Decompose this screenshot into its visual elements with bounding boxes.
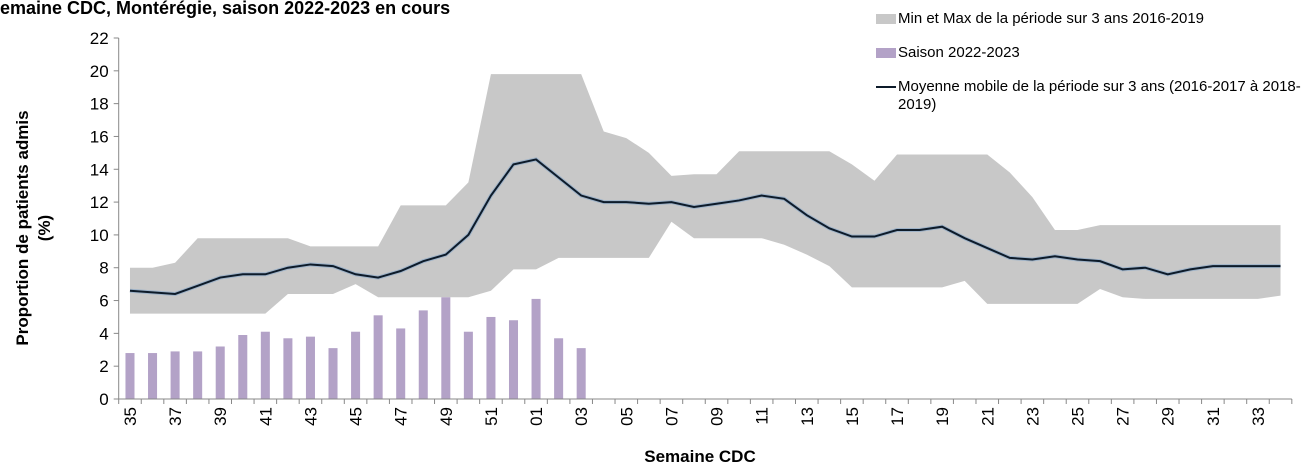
x-tick-label: 09: [708, 407, 727, 426]
x-tick-label: 13: [798, 407, 817, 426]
y-tick-label: 12: [90, 193, 109, 212]
bar: [260, 331, 270, 399]
bar: [328, 348, 338, 399]
y-tick-label: 4: [99, 324, 108, 343]
legend-entry: Moyenne mobile de la période sur 3 ans (…: [876, 78, 1308, 114]
x-tick-label: 51: [482, 407, 501, 426]
bar: [396, 328, 406, 399]
y-tick-label: 2: [99, 357, 108, 376]
x-tick-label: 01: [527, 407, 546, 426]
chart-title: emaine CDC, Montérégie, saison 2022-2023…: [0, 0, 450, 18]
legend-label: Saison 2022-2023: [898, 44, 1020, 61]
x-tick-label: 43: [301, 407, 320, 426]
legend: Min et Max de la période sur 3 ans 2016-…: [876, 10, 1308, 130]
bar: [486, 316, 496, 399]
x-tick-label: 11: [753, 407, 772, 425]
y-tick-label: 8: [99, 259, 108, 278]
x-tick-label: 19: [933, 407, 952, 426]
bar: [170, 351, 180, 399]
bar: [148, 353, 158, 399]
bar: [441, 297, 451, 399]
y-tick-label: 20: [90, 62, 109, 81]
bar: [215, 346, 225, 399]
bar: [508, 320, 519, 399]
y-axis-title: Proportion de patients admis: [13, 110, 32, 345]
y-tick-label: 10: [90, 226, 109, 245]
x-tick-label: 05: [617, 407, 636, 426]
bar: [418, 310, 428, 399]
x-tick-label: 29: [1159, 407, 1178, 426]
x-tick-label: 03: [572, 407, 591, 426]
range-area: [129, 74, 1281, 314]
x-tick-label: 45: [347, 407, 366, 426]
y-tick-label: 14: [90, 160, 109, 179]
bar: [576, 348, 586, 399]
legend-label: Min et Max de la période sur 3 ans 2016-…: [898, 10, 1205, 27]
x-tick-label: 47: [392, 407, 411, 426]
legend-swatch: [876, 48, 896, 58]
bar: [305, 336, 315, 399]
x-tick-label: 17: [888, 407, 907, 426]
x-tick-label: 25: [1069, 407, 1088, 426]
legend-entry: Min et Max de la période sur 3 ans 2016-…: [876, 10, 1308, 28]
y-axis-title: (%): [35, 215, 54, 241]
x-tick-label: 15: [843, 407, 862, 426]
x-tick-label: 21: [978, 407, 997, 426]
bar: [283, 338, 293, 399]
x-tick-label: 31: [1204, 407, 1223, 426]
bar: [351, 331, 361, 399]
x-tick-label: 39: [211, 407, 230, 426]
y-tick-label: 6: [99, 292, 108, 311]
bar: [373, 315, 383, 399]
line: [129, 158, 1281, 295]
bar: [238, 335, 248, 399]
x-tick-label: 37: [166, 407, 185, 426]
x-tick-label: 35: [121, 407, 140, 426]
y-tick-label: 18: [90, 95, 109, 114]
x-tick-label: 23: [1023, 407, 1042, 426]
bar: [193, 351, 203, 399]
bar: [463, 331, 473, 399]
x-tick-label: 49: [437, 407, 456, 426]
x-axis-title: Semaine CDC: [644, 447, 755, 466]
y-tick-label: 22: [90, 29, 109, 48]
bar: [554, 338, 564, 399]
x-tick-label: 33: [1249, 407, 1268, 426]
y-tick-label: 0: [99, 390, 108, 409]
x-tick-label: 07: [662, 407, 681, 426]
legend-swatch: [876, 86, 896, 88]
legend-label: Moyenne mobile de la période sur 3 ans (…: [898, 78, 1301, 113]
bar: [125, 353, 135, 399]
legend-swatch: [876, 14, 896, 24]
legend-entry: Saison 2022-2023: [876, 44, 1308, 62]
y-tick-label: 16: [90, 127, 109, 146]
x-tick-label: 27: [1114, 407, 1133, 426]
bar: [531, 298, 541, 399]
x-tick-label: 41: [256, 407, 275, 426]
